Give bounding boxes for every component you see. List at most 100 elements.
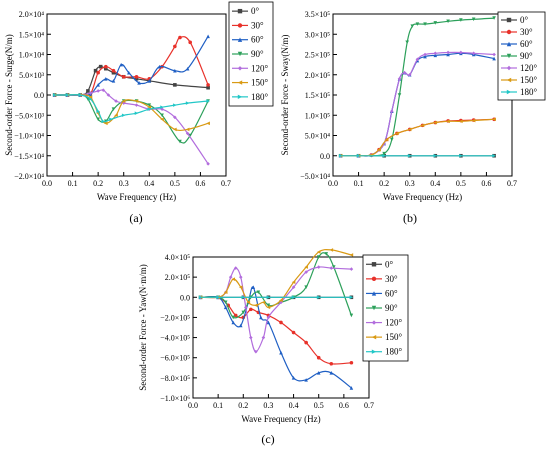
data-point: [206, 34, 210, 39]
legend-marker: [371, 276, 377, 282]
legend-label: 60°: [251, 35, 264, 45]
y-tick-label: 3.5×10⁵: [305, 10, 331, 19]
series-line: [340, 118, 495, 157]
x-tick-label: 0.3: [405, 179, 415, 188]
legend-marker: [237, 23, 243, 28]
x-tick-label: 0.7: [221, 179, 231, 188]
series-2-90deg: [198, 252, 354, 320]
legend-marker: [506, 77, 512, 83]
data-point: [410, 24, 415, 28]
data-point: [216, 295, 220, 300]
data-point: [114, 113, 118, 118]
legend-marker: [371, 349, 377, 354]
data-point: [178, 35, 182, 40]
data-point: [384, 137, 389, 142]
y-tick-label: −5.0×10³: [15, 111, 45, 120]
legend-label: 30°: [385, 274, 398, 284]
series-line: [340, 17, 495, 157]
data-point: [291, 295, 296, 300]
data-point: [206, 162, 210, 166]
data-point: [160, 107, 164, 111]
data-point: [127, 70, 131, 75]
series-1-150deg: [338, 117, 496, 158]
data-point: [111, 68, 116, 73]
data-point: [96, 83, 100, 87]
series-line: [200, 296, 352, 365]
data-point: [244, 305, 248, 310]
data-point: [433, 120, 438, 125]
data-point: [104, 66, 108, 71]
data-point: [223, 290, 228, 295]
data-point: [316, 250, 321, 254]
x-axis-title: Wave Frequency (Hz): [383, 192, 462, 202]
data-point: [329, 266, 334, 270]
series-1-60deg: [338, 51, 496, 158]
legend-label: 0°: [385, 259, 394, 269]
data-point: [160, 113, 164, 118]
data-point: [415, 22, 420, 26]
chart-panel-2: 0.0 0.1 0.2 0.3 0.4 0.5 0.6 0.7 −1.0×10⁶ −8.0×10⁵…: [138, 248, 409, 446]
data-point: [157, 64, 162, 69]
y-tick-label: 1.0×10⁴: [19, 51, 45, 60]
data-point: [249, 307, 253, 312]
legend-marker: [237, 8, 243, 14]
data-point: [377, 147, 381, 152]
legend-marker: [237, 66, 243, 71]
data-point: [134, 74, 139, 79]
data-point: [185, 131, 190, 136]
x-tick-label: 0.6: [481, 179, 491, 188]
legend-label: 180°: [520, 87, 538, 97]
x-tick-label: 0.0: [42, 179, 52, 188]
data-point: [231, 315, 236, 320]
x-tick-label: 0.0: [328, 179, 338, 188]
legend-2: 0° 30° 60° 90° 120° 150° 180°: [362, 254, 409, 362]
data-point: [246, 300, 251, 305]
series-1-180deg: [338, 153, 496, 158]
data-point: [134, 99, 139, 103]
legend-marker: [371, 291, 377, 296]
legend-label: 150°: [385, 332, 403, 342]
data-point: [446, 52, 450, 57]
data-point: [415, 57, 420, 62]
y-tick-label: −4.0×10⁵: [160, 334, 190, 343]
series-line: [340, 118, 495, 157]
legend-label: 90°: [385, 303, 398, 313]
legend-marker: [371, 305, 377, 311]
y-axis-title: Second-order Force - Sway(N/m): [280, 35, 290, 156]
data-point: [173, 127, 177, 132]
data-point: [104, 121, 108, 126]
x-tick-label: 0.3: [119, 179, 129, 188]
series-0-90deg: [52, 93, 210, 144]
data-point: [147, 105, 152, 109]
data-point: [279, 300, 283, 305]
data-point: [349, 313, 354, 318]
legend-marker: [506, 29, 512, 35]
data-point: [492, 153, 496, 158]
data-point: [88, 91, 93, 95]
y-tick-label: 1.0×10⁵: [305, 111, 331, 120]
data-point: [173, 68, 177, 73]
plot-frame: [192, 256, 370, 399]
data-point: [316, 295, 321, 300]
y-tick-label: 1.5×10⁴: [19, 30, 45, 39]
data-point: [316, 371, 321, 375]
legend-marker: [237, 51, 243, 57]
data-point: [241, 310, 246, 315]
data-point: [356, 153, 361, 158]
data-point: [223, 300, 228, 305]
data-point: [134, 111, 139, 116]
data-point: [332, 265, 336, 269]
data-point: [86, 89, 90, 93]
x-tick-label: 0.6: [339, 401, 349, 410]
data-point: [121, 99, 126, 103]
x-tick-label: 0.4: [430, 179, 440, 188]
data-point: [349, 360, 354, 365]
data-point: [407, 153, 412, 158]
x-tick-label: 0.7: [364, 401, 374, 410]
legend-0: 0° 30° 60° 90° 120° 150° 180°: [228, 1, 274, 107]
data-point: [147, 107, 152, 111]
chart-panel-0: 0.0 0.1 0.2 0.3 0.4 0.5 0.6 0.7 −2.0×10⁴ −1.5×10⁴…: [4, 1, 274, 225]
legend-label: 0°: [520, 15, 529, 25]
data-point: [261, 300, 266, 305]
data-point: [471, 17, 476, 22]
